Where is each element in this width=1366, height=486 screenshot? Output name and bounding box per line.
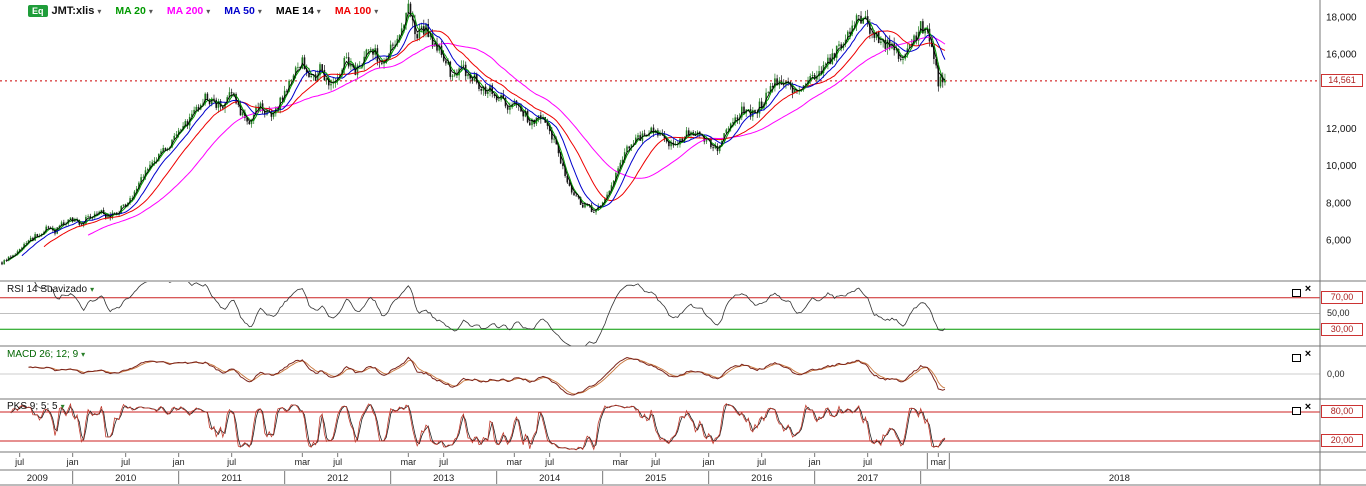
rsi-line [34, 282, 946, 346]
chevron-down-icon: ▾ [374, 6, 379, 16]
overlay-label: MA 200 [166, 5, 204, 17]
pks-d-line [10, 404, 946, 450]
rsi-level-70-label[interactable]: 70,00 [1321, 291, 1363, 304]
overlay-ma-100[interactable]: MA 100 ▾ [335, 5, 378, 17]
month-label: jan [66, 457, 79, 467]
mae-14-line [6, 11, 946, 262]
month-label: jan [702, 457, 715, 467]
year-label: 2018 [1109, 473, 1130, 484]
overlay-mae-14[interactable]: MAE 14 ▾ [276, 5, 321, 17]
pks-level-20-label[interactable]: 20,00 [1321, 434, 1363, 447]
chart-legend: Eq JMT:xlis ▾ MA 20 ▾ MA 200 ▾ MA 50 ▾ M… [28, 5, 392, 17]
month-label: jul [544, 457, 554, 467]
chevron-down-icon: ▾ [81, 350, 86, 359]
close-button[interactable]: × [1304, 283, 1312, 295]
year-label: 2017 [857, 473, 878, 484]
macd-line [28, 356, 946, 396]
pks-level-80-label[interactable]: 80,00 [1321, 405, 1363, 418]
month-label: jul [226, 457, 236, 467]
restore-icon [1291, 407, 1301, 415]
restore-button[interactable] [1290, 284, 1302, 297]
pks-window-controls: × [1290, 401, 1314, 415]
month-label: mar [401, 457, 417, 467]
year-label: 2015 [645, 473, 666, 484]
month-label: jul [438, 457, 448, 467]
chevron-down-icon: ▾ [316, 6, 321, 16]
price-tick-label: 16,000 [1326, 50, 1357, 61]
pks-title-label: PKS 9; 5; 5 [7, 401, 58, 412]
year-label: 2014 [539, 473, 560, 484]
month-label: jul [650, 457, 660, 467]
price-tick-label: 18,000 [1326, 13, 1357, 24]
restore-icon [1291, 354, 1301, 362]
ma-200-line [87, 36, 946, 236]
overlay-label: MAE 14 [275, 5, 314, 17]
ma-20-line [8, 12, 946, 261]
rsi-title-label: RSI 14 Suavizado [7, 284, 88, 295]
month-label: mar [613, 457, 629, 467]
restore-button[interactable] [1290, 402, 1302, 415]
year-label: 2009 [27, 473, 48, 484]
year-label: 2016 [751, 473, 772, 484]
pks-k-line [10, 402, 946, 451]
macd-signal-line [28, 358, 946, 395]
price-tick-label: 6,000 [1326, 236, 1351, 247]
year-label: 2013 [433, 473, 454, 484]
overlay-label: MA 20 [115, 5, 146, 17]
rsi-panel-title[interactable]: RSI 14 Suavizado ▾ [7, 284, 94, 295]
month-label: jul [14, 457, 24, 467]
month-label: jan [808, 457, 821, 467]
month-label: jul [120, 457, 130, 467]
last-price-label[interactable]: 14,561 [1321, 74, 1363, 87]
close-button[interactable]: × [1304, 401, 1312, 413]
year-label: 2011 [221, 473, 241, 484]
macd-zero-label: 0,00 [1326, 369, 1346, 379]
chevron-down-icon: ▾ [257, 6, 262, 16]
month-label: mar [507, 457, 523, 467]
restore-icon [1291, 289, 1301, 297]
overlay-label: MA 50 [224, 5, 255, 17]
macd-title-label: MACD 26; 12; 9 [7, 349, 79, 360]
pks-panel-title[interactable]: PKS 9; 5; 5 ▾ [7, 401, 65, 412]
chevron-down-icon: ▾ [97, 6, 102, 16]
price-tick-label: 12,000 [1326, 124, 1357, 135]
ma-100-line [43, 30, 946, 248]
equity-type-badge: Eq [28, 5, 48, 17]
close-button[interactable]: × [1304, 348, 1312, 360]
month-label: jan [172, 457, 185, 467]
price-tick-label: 10,000 [1326, 161, 1357, 172]
year-label: 2012 [327, 473, 348, 484]
overlay-ma-20[interactable]: MA 20 ▾ [115, 5, 153, 17]
chevron-down-icon: ▾ [90, 285, 95, 294]
overlay-ma-50[interactable]: MA 50 ▾ [224, 5, 262, 17]
chevron-down-icon: ▾ [60, 402, 65, 411]
price-tick-label: 8,000 [1326, 198, 1351, 209]
month-label: jul [332, 457, 342, 467]
overlay-label: MA 100 [334, 5, 372, 17]
rsi-level-30-label[interactable]: 30,00 [1321, 323, 1363, 336]
symbol-label: JMT:xlis [51, 5, 95, 17]
macd-panel-title[interactable]: MACD 26; 12; 9 ▾ [7, 349, 85, 360]
symbol-selector[interactable]: JMT:xlis ▾ [52, 5, 102, 17]
candlestick-series [1, 0, 946, 266]
rsi-level-50-label: 50,00 [1326, 308, 1351, 318]
ma-50-line [21, 22, 946, 257]
restore-button[interactable] [1290, 349, 1302, 362]
macd-window-controls: × [1290, 348, 1314, 362]
month-label: jul [862, 457, 872, 467]
year-label: 2010 [115, 473, 136, 484]
chevron-down-icon: ▾ [206, 6, 211, 16]
overlay-ma-200[interactable]: MA 200 ▾ [167, 5, 210, 17]
month-label: mar [931, 457, 947, 467]
chevron-down-icon: ▾ [148, 6, 153, 16]
month-label: jul [756, 457, 766, 467]
month-label: mar [295, 457, 311, 467]
rsi-window-controls: × [1290, 283, 1314, 297]
